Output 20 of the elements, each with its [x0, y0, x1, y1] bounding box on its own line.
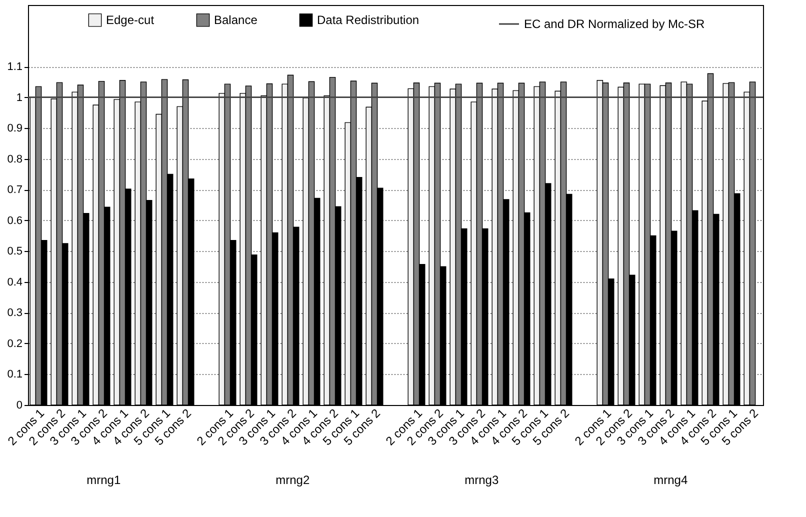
text: mrng2: [276, 473, 310, 487]
y-tick-label: 0.3: [7, 307, 22, 320]
y-tick-label: 1.1: [7, 61, 22, 74]
legend-label: Balance: [214, 13, 258, 28]
y-tick-label: 0.7: [7, 184, 22, 196]
y-tick-label: 0.2: [7, 338, 22, 350]
text: mrng3: [464, 473, 499, 487]
text: mrng4: [654, 473, 688, 487]
y-tick-label: 0.6: [7, 214, 22, 227]
y-tick-label: 1: [16, 92, 22, 104]
legend-label: EC and DR Normalized by Mc-SR: [524, 17, 706, 31]
legend-label: Data Redistribution: [317, 13, 420, 28]
legend-label: Edge-cut: [106, 13, 155, 28]
y-tick-label: 0: [16, 400, 22, 412]
y-tick-label: 0.8: [7, 153, 22, 166]
text: mrng1: [86, 473, 121, 487]
y-tick-label: 0.9: [7, 122, 22, 135]
y-tick-label: 0.4: [7, 276, 22, 288]
y-tick-label: 0.5: [7, 246, 22, 258]
y-tick-label: 0.1: [7, 368, 22, 381]
